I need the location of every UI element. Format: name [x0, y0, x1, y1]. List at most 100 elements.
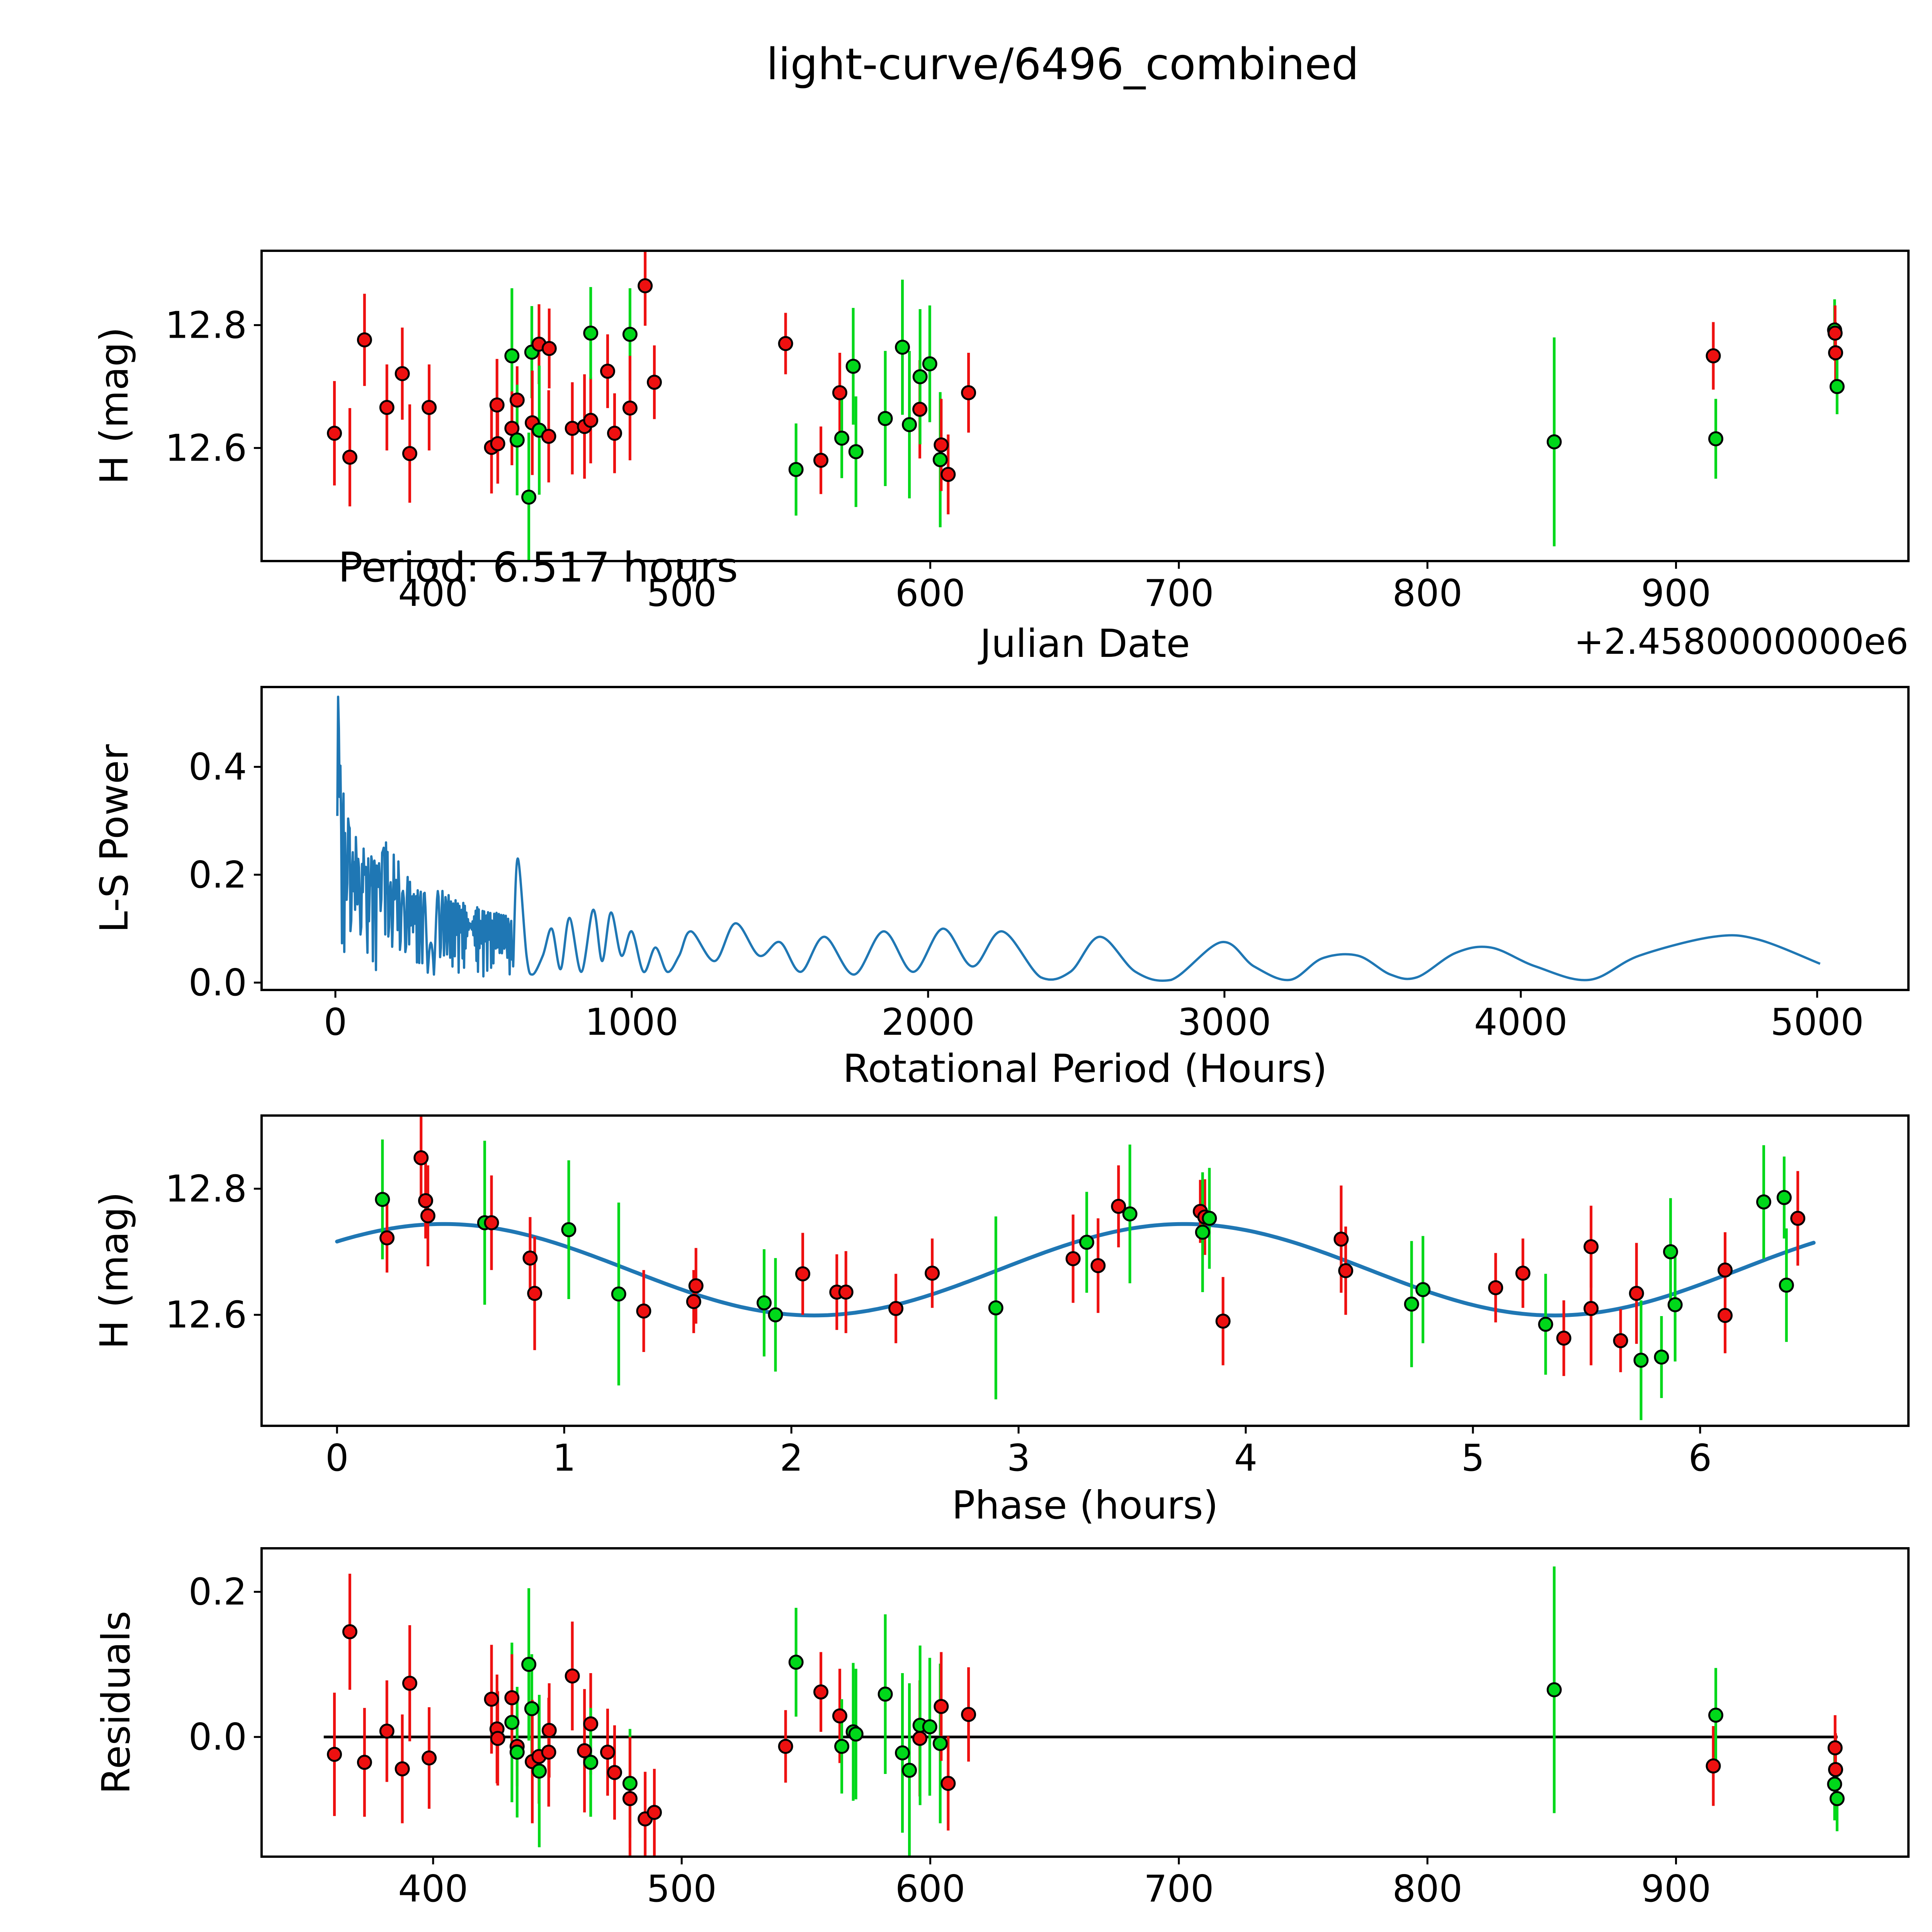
figure-title: light-curve/6496_combined — [766, 39, 1359, 90]
error-bars — [333, 252, 1838, 560]
data-point-green — [504, 348, 520, 364]
data-point-green — [1756, 1194, 1771, 1210]
y-tick-label: 12.8 — [165, 304, 247, 347]
data-point-green — [768, 1307, 783, 1323]
data-point-green — [1546, 1682, 1562, 1697]
data-point-red — [522, 1250, 538, 1266]
data-point-red — [1706, 348, 1721, 364]
x-tick-label: 6 — [1689, 1437, 1712, 1480]
data-point-red — [1790, 1211, 1806, 1226]
data-point-red — [1111, 1199, 1126, 1214]
data-point-red — [1556, 1330, 1571, 1346]
data-point-red — [484, 1692, 499, 1707]
data-point-red — [1629, 1286, 1644, 1301]
y-tick-label: 0.2 — [189, 1571, 247, 1614]
data-point-green — [757, 1295, 772, 1311]
data-point-green — [1404, 1296, 1419, 1312]
data-point-red — [327, 1747, 342, 1762]
data-point-red — [1488, 1280, 1503, 1296]
x-tick-label: 0 — [324, 1001, 347, 1044]
data-point-green — [1415, 1282, 1431, 1297]
data-point-green — [1776, 1190, 1792, 1205]
data-point-red — [395, 1761, 410, 1777]
data-point-red — [925, 1265, 940, 1281]
data-point-green — [1546, 434, 1562, 450]
data-point-green — [932, 452, 948, 468]
data-point-red — [934, 1699, 949, 1714]
data-point-green — [901, 1763, 917, 1778]
data-point-green — [788, 462, 804, 477]
data-markers — [375, 1150, 1806, 1368]
data-point-red — [583, 1716, 599, 1731]
data-point-green — [504, 1715, 520, 1730]
data-point-green — [521, 490, 537, 505]
data-point-red — [1827, 1740, 1843, 1755]
data-point-green — [834, 1739, 850, 1754]
data-point-green — [1195, 1225, 1210, 1240]
x-tick-label: 400 — [398, 1868, 468, 1910]
data-point-red — [961, 1707, 976, 1722]
data-point-red — [1215, 1313, 1231, 1329]
axes-frame — [260, 686, 1910, 991]
data-point-green — [1633, 1352, 1649, 1368]
data-point-green — [1827, 1776, 1842, 1792]
panel3-xlabel: Phase (hours) — [952, 1483, 1218, 1528]
x-tick-label: 800 — [1393, 572, 1463, 615]
data-point-red — [504, 1690, 520, 1706]
data-point-red — [402, 1675, 417, 1691]
data-point-red — [888, 1301, 904, 1316]
data-point-green — [845, 359, 861, 374]
data-point-red — [912, 1731, 928, 1746]
data-point-green — [848, 1726, 864, 1742]
panel1-ylabel: H (mag) — [92, 327, 137, 484]
data-point-red — [357, 1755, 372, 1770]
y-tick-label: 12.6 — [165, 1294, 247, 1337]
data-point-red — [413, 1150, 429, 1165]
data-point-green — [1829, 1791, 1845, 1806]
y-tick-label: 0.2 — [189, 854, 247, 896]
data-point-red — [961, 385, 976, 400]
data-point-red — [402, 446, 417, 461]
data-point-red — [934, 437, 949, 452]
data-point-red — [395, 366, 410, 381]
data-point-red — [1065, 1251, 1081, 1266]
data-point-red — [622, 400, 638, 416]
data-point-red — [565, 421, 580, 436]
data-point-red — [342, 449, 357, 465]
data-point-green — [922, 356, 937, 372]
error-bars — [381, 1117, 1799, 1420]
panel1-plot-area — [327, 252, 1845, 560]
data-point-red — [1718, 1308, 1733, 1323]
x-tick-label: 3 — [1007, 1437, 1030, 1480]
data-point-green — [375, 1192, 390, 1207]
data-point-red — [1333, 1231, 1349, 1247]
x-tick-label: 5 — [1461, 1437, 1485, 1480]
data-point-red — [688, 1278, 704, 1294]
y-tick-label: 0.4 — [189, 746, 247, 789]
y-tick-label: 0.0 — [189, 1716, 247, 1759]
data-point-red — [813, 1684, 828, 1700]
x-tick-label: 900 — [1641, 1868, 1711, 1910]
sinusoid-fit-curve — [335, 1222, 1816, 1318]
data-point-green — [524, 1701, 539, 1716]
data-point-green — [895, 340, 910, 355]
data-point-green — [878, 1686, 893, 1702]
data-point-green — [912, 369, 928, 384]
data-point-red — [1828, 1762, 1844, 1777]
x-tick-label: 800 — [1393, 1868, 1463, 1910]
data-point-green — [1667, 1297, 1683, 1313]
data-point-red — [832, 385, 847, 400]
data-point-red — [327, 425, 342, 441]
x-tick-label: 600 — [895, 1868, 965, 1910]
data-point-red — [1583, 1239, 1599, 1254]
data-point-red — [1583, 1301, 1599, 1316]
data-point-red — [607, 425, 622, 441]
data-point-green — [848, 444, 864, 459]
data-point-green — [532, 1763, 547, 1779]
data-point-red — [420, 1208, 435, 1224]
data-point-red — [795, 1266, 810, 1282]
data-point-red — [1090, 1258, 1106, 1273]
data-point-red — [912, 401, 928, 417]
data-point-red — [379, 1230, 395, 1246]
